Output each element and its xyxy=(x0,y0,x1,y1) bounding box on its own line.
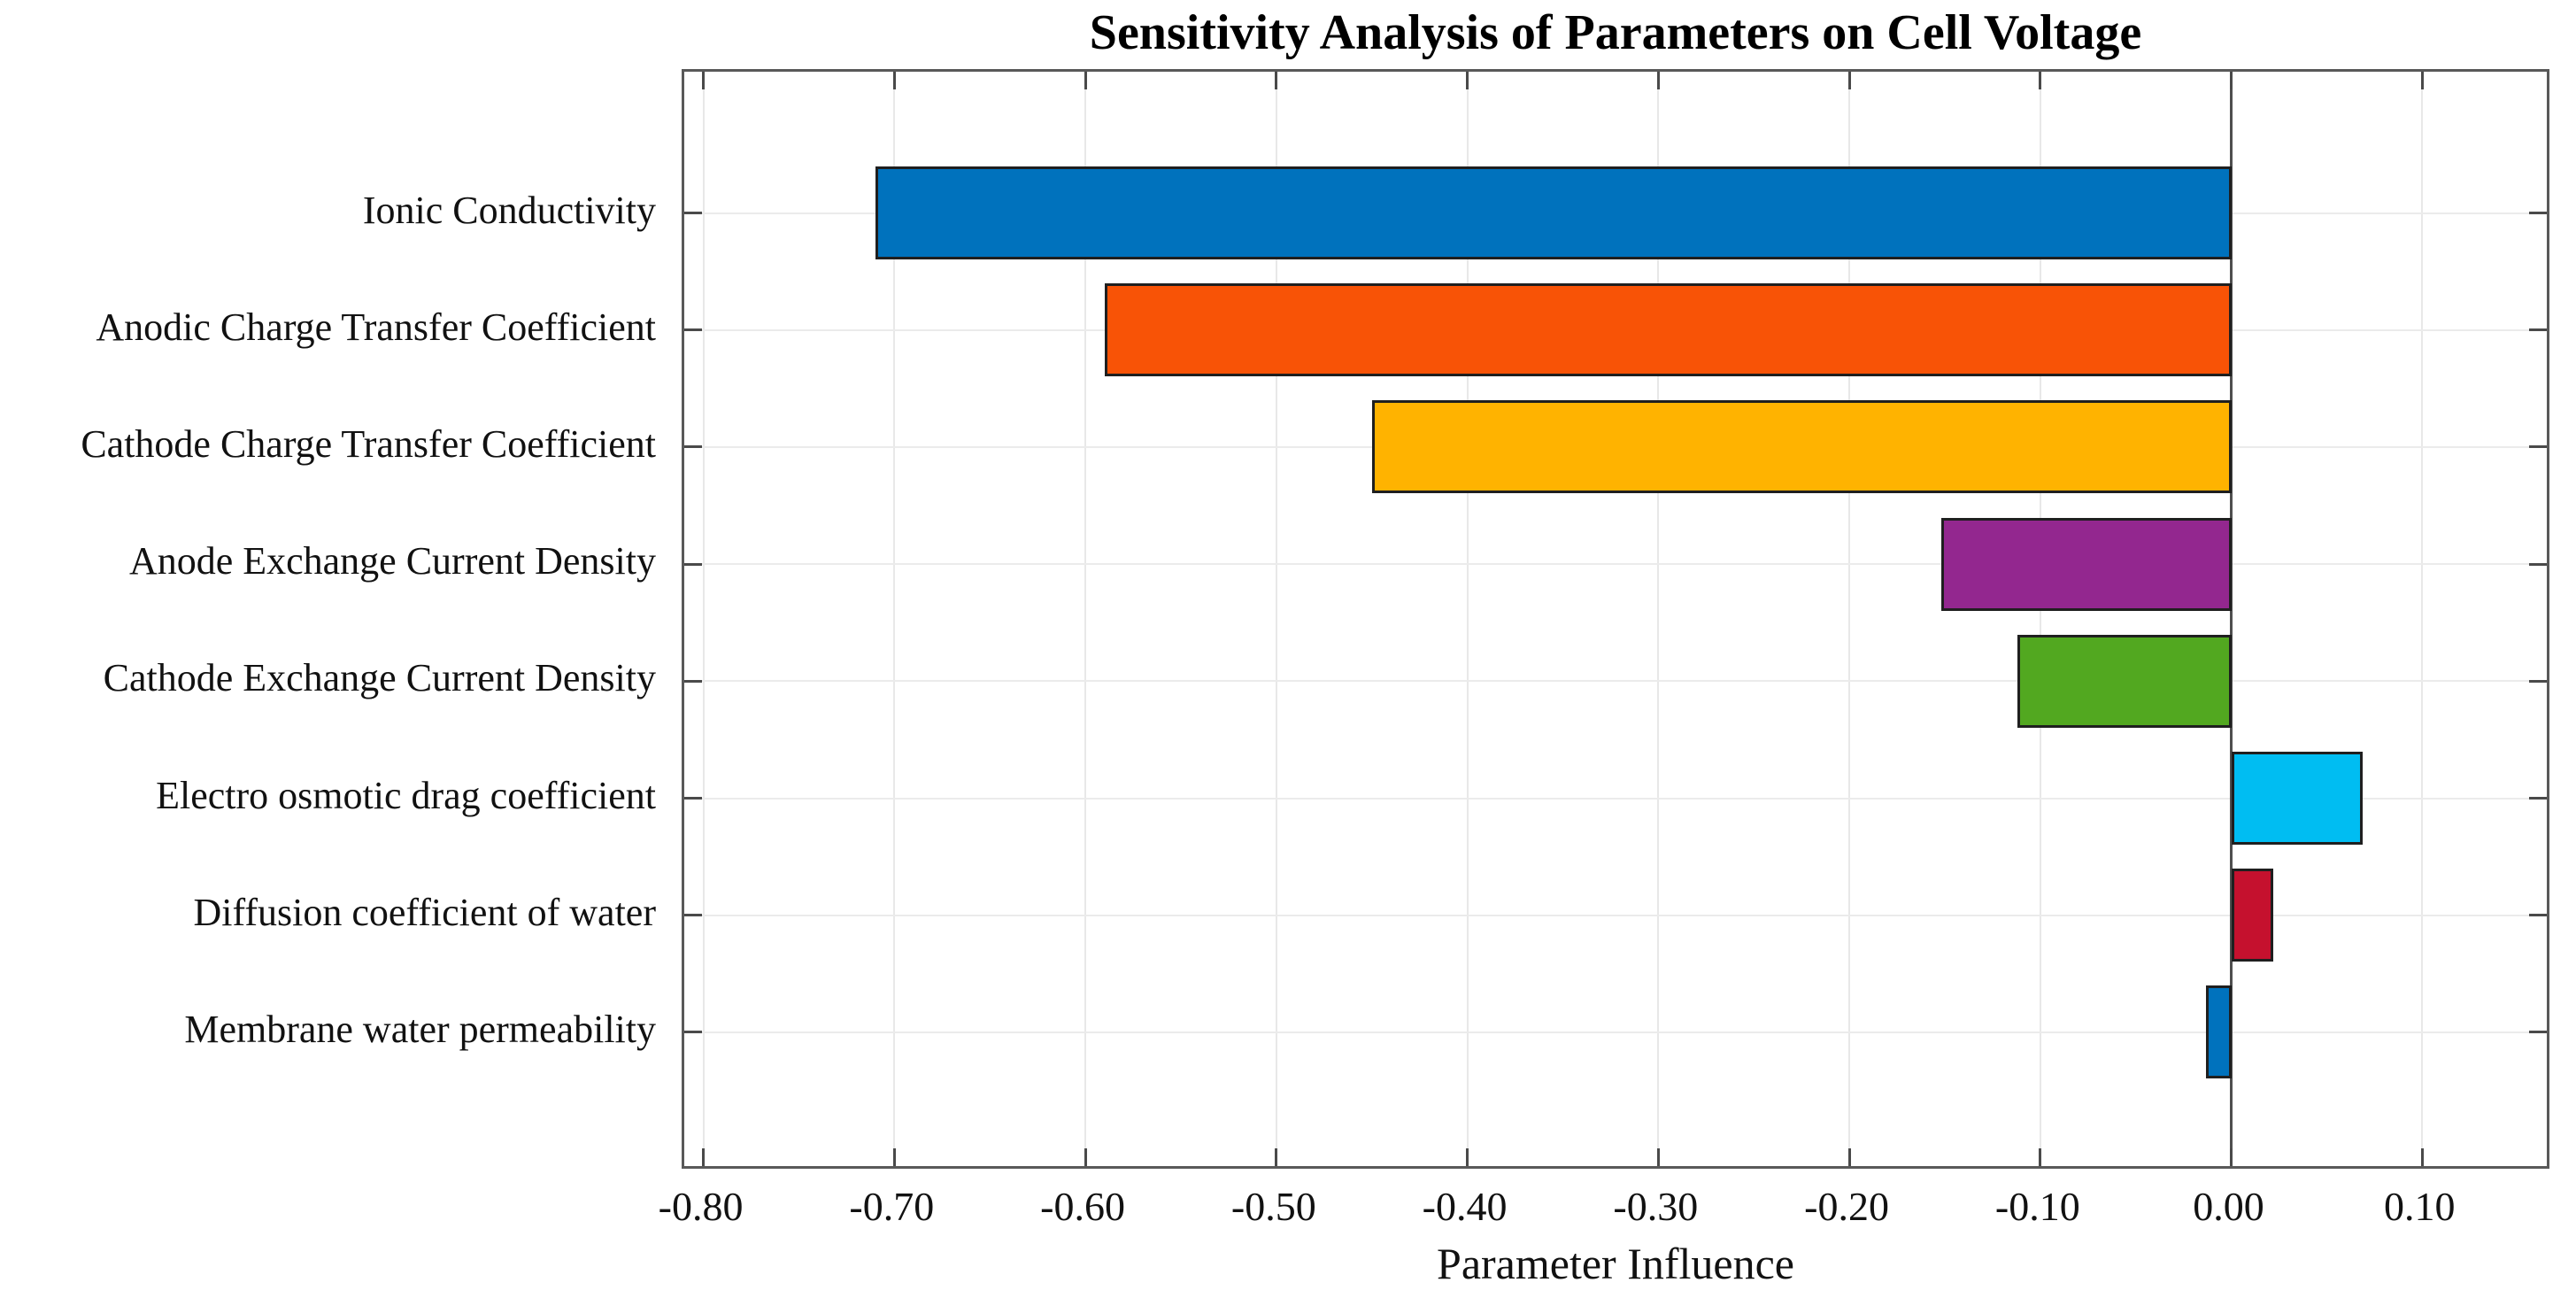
x-tick-mark-top xyxy=(702,72,706,89)
y-tick-mark-right xyxy=(2529,445,2547,449)
gridline-vertical xyxy=(1084,72,1087,1166)
y-category-label-anode-exchange-current-density: Anode Exchange Current Density xyxy=(128,539,656,583)
x-tick-label: -0.20 xyxy=(1804,1184,1889,1229)
bar-diffusion-coefficient-of-water xyxy=(2231,869,2273,962)
x-tick-mark-top xyxy=(2230,72,2233,89)
bar-cathode-charge-transfer-coefficient xyxy=(1371,400,2232,494)
x-tick-label: 0.00 xyxy=(2193,1184,2264,1229)
x-tick-mark xyxy=(2039,1148,2042,1166)
bar-membrane-water-permeability xyxy=(2206,985,2232,1079)
bar-anodic-charge-transfer-coefficient xyxy=(1104,283,2232,377)
x-tick-mark-top xyxy=(1656,72,1660,89)
y-tick-mark xyxy=(684,445,702,449)
y-tick-mark-right xyxy=(2529,328,2547,332)
y-tick-mark xyxy=(684,328,702,332)
y-tick-mark-right xyxy=(2529,679,2547,683)
y-category-label-cathode-exchange-current-density: Cathode Exchange Current Density xyxy=(103,656,656,700)
gridline-vertical xyxy=(702,72,705,1166)
gridline-vertical xyxy=(1657,72,1660,1166)
y-category-label-cathode-charge-transfer-coefficient: Cathode Charge Transfer Coefficient xyxy=(81,421,656,466)
zero-baseline xyxy=(2230,72,2233,1166)
gridline-horizontal xyxy=(684,797,2547,800)
y-category-label-membrane-water-permeability: Membrane water permeability xyxy=(184,1007,656,1051)
x-tick-label: -0.30 xyxy=(1613,1184,1699,1229)
gridline-vertical xyxy=(1848,72,1851,1166)
x-tick-mark-top xyxy=(1275,72,1278,89)
x-tick-label: -0.10 xyxy=(1994,1184,2080,1229)
x-tick-mark xyxy=(1275,1148,1278,1166)
y-category-label-anodic-charge-transfer-coefficient: Anodic Charge Transfer Coefficient xyxy=(96,305,656,349)
x-tick-mark xyxy=(1466,1148,1469,1166)
y-tick-mark xyxy=(684,1031,702,1034)
bar-anode-exchange-current-density xyxy=(1940,517,2232,611)
y-tick-mark-right xyxy=(2529,212,2547,214)
x-tick-mark-top xyxy=(2420,72,2424,89)
y-category-label-ionic-conductivity: Ionic Conductivity xyxy=(362,188,656,232)
x-tick-mark xyxy=(1084,1148,1087,1166)
y-category-label-diffusion-coefficient-of-water: Diffusion coefficient of water xyxy=(193,890,656,934)
x-tick-label: -0.70 xyxy=(849,1184,935,1229)
y-tick-mark xyxy=(684,679,702,683)
gridline-horizontal xyxy=(684,1031,2547,1033)
x-tick-mark xyxy=(1847,1148,1851,1166)
gridline-horizontal xyxy=(684,914,2547,916)
gridline-vertical xyxy=(2039,72,2041,1166)
x-tick-label: -0.60 xyxy=(1040,1184,1125,1229)
x-tick-mark-top xyxy=(1466,72,1469,89)
x-tick-mark xyxy=(2230,1148,2233,1166)
x-tick-mark-top xyxy=(1847,72,1851,89)
y-tick-mark-right xyxy=(2529,914,2547,917)
y-tick-mark xyxy=(684,562,702,566)
x-tick-label: -0.40 xyxy=(1422,1184,1508,1229)
x-tick-mark-top xyxy=(2039,72,2042,89)
y-tick-mark-right xyxy=(2529,797,2547,800)
gridline-vertical xyxy=(1466,72,1469,1166)
x-tick-label: 0.10 xyxy=(2384,1184,2456,1229)
x-tick-label: -0.80 xyxy=(658,1184,744,1229)
gridline-vertical xyxy=(2421,72,2424,1166)
y-tick-mark xyxy=(684,797,702,800)
bar-ionic-conductivity xyxy=(875,166,2232,259)
bar-electro-osmotic-drag-coefficient xyxy=(2231,752,2364,845)
x-tick-mark-top xyxy=(892,72,896,89)
x-tick-mark xyxy=(892,1148,896,1166)
x-axis-label: Parameter Influence xyxy=(1437,1239,1794,1288)
plot-area xyxy=(682,69,2549,1169)
gridline-horizontal xyxy=(684,680,2547,683)
y-tick-mark xyxy=(684,914,702,917)
x-tick-label: -0.50 xyxy=(1230,1184,1316,1229)
y-tick-mark-right xyxy=(2529,562,2547,566)
bar-cathode-exchange-current-density xyxy=(2017,634,2232,728)
gridline-horizontal xyxy=(684,563,2547,566)
y-category-label-electro-osmotic-drag-coefficient: Electro osmotic drag coefficient xyxy=(156,773,656,817)
x-tick-mark xyxy=(702,1148,706,1166)
gridline-vertical xyxy=(1275,72,1277,1166)
y-tick-mark xyxy=(684,212,702,214)
y-tick-mark-right xyxy=(2529,1031,2547,1034)
x-tick-mark-top xyxy=(1084,72,1087,89)
chart-title: Sensitivity Analysis of Parameters on Ce… xyxy=(1089,5,2142,60)
gridline-vertical xyxy=(893,72,896,1166)
x-tick-mark xyxy=(1656,1148,1660,1166)
x-tick-mark xyxy=(2420,1148,2424,1166)
